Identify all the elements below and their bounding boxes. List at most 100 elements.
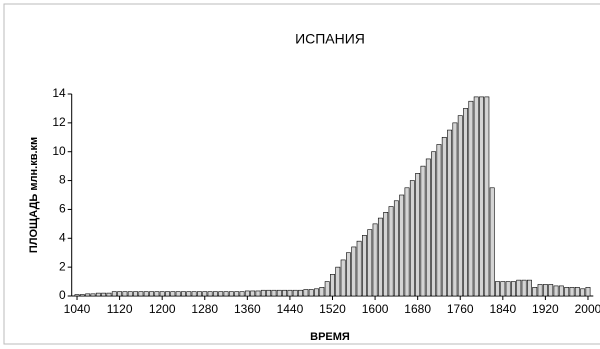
bar <box>138 291 144 297</box>
x-tick-label: 1520 <box>319 302 346 316</box>
x-tick-label: 1920 <box>532 302 559 316</box>
bar <box>117 291 123 297</box>
bar <box>282 289 288 297</box>
bar <box>159 291 165 297</box>
bar <box>393 200 399 297</box>
bar <box>207 291 213 297</box>
bar <box>324 281 330 297</box>
bar <box>511 281 516 297</box>
bar <box>425 158 431 297</box>
bar <box>260 289 266 297</box>
x-tick-label: 1200 <box>149 302 176 316</box>
bar <box>404 187 410 297</box>
bar <box>181 291 186 297</box>
bar <box>266 289 272 297</box>
bar <box>170 291 176 297</box>
y-tick-label: 12 <box>52 115 66 129</box>
bar <box>149 291 154 297</box>
bar <box>532 287 538 297</box>
x-tick-label: 1120 <box>107 302 133 316</box>
y-tick-label: 4 <box>59 230 66 244</box>
bar <box>516 279 522 297</box>
bar <box>548 284 554 297</box>
bar <box>468 100 474 297</box>
bar <box>346 252 351 297</box>
bar <box>500 281 506 297</box>
bar <box>218 291 224 297</box>
bar <box>420 165 426 297</box>
bar <box>388 206 394 297</box>
x-tick-label: 2000 <box>575 302 600 316</box>
x-axis-label: ВРЕМЯ <box>310 331 350 343</box>
bar <box>447 129 453 297</box>
bar <box>521 279 527 297</box>
bar <box>340 259 346 297</box>
y-axis-label: ПЛОЩАДЬ млн.кв.км <box>28 137 40 253</box>
bar <box>101 292 107 297</box>
bar <box>250 290 256 297</box>
bar <box>95 292 101 297</box>
bar <box>287 289 293 297</box>
bar <box>457 115 463 297</box>
bar <box>431 151 437 297</box>
bar <box>473 96 479 297</box>
bar <box>244 290 250 297</box>
x-tick-label: 1680 <box>404 302 431 316</box>
bar <box>292 289 298 297</box>
bar <box>212 291 218 297</box>
bar <box>79 294 85 297</box>
bar <box>197 291 202 297</box>
bar <box>308 289 314 297</box>
bar <box>74 294 80 297</box>
bar <box>186 291 192 297</box>
bar <box>537 284 543 297</box>
bar <box>564 287 570 297</box>
bar <box>356 240 362 297</box>
y-tick-label: 8 <box>59 173 66 187</box>
y-tick-label: 6 <box>59 202 66 216</box>
chart-title: ИСПАНИЯ <box>295 31 365 47</box>
bar <box>585 287 591 297</box>
bar <box>489 187 495 297</box>
bar <box>122 291 128 297</box>
bar <box>484 96 490 297</box>
bar <box>90 293 96 297</box>
y-tick-label: 0 <box>59 288 66 302</box>
bar <box>106 292 112 297</box>
x-tick-label: 1440 <box>277 302 304 316</box>
bar <box>175 291 181 297</box>
bar <box>527 279 532 297</box>
bar <box>452 122 458 297</box>
x-tick-label: 1840 <box>489 302 516 316</box>
bar <box>191 291 197 297</box>
bar <box>351 246 357 297</box>
bar <box>143 291 149 297</box>
bar <box>362 235 367 297</box>
bar <box>569 287 575 297</box>
bar <box>111 291 117 297</box>
bar <box>574 287 580 297</box>
bar <box>133 291 138 297</box>
x-tick-label: 1040 <box>64 302 91 316</box>
bar <box>367 229 373 297</box>
bar <box>436 144 442 297</box>
bar <box>441 136 447 297</box>
bar <box>202 291 208 297</box>
x-tick-label: 1280 <box>191 302 218 316</box>
bar <box>154 291 160 297</box>
bar <box>314 288 319 297</box>
bar <box>271 289 277 297</box>
bar <box>127 291 133 297</box>
bar <box>542 284 548 297</box>
x-tick-label: 1760 <box>447 302 474 316</box>
bar <box>409 180 415 297</box>
bar <box>463 108 468 297</box>
bar <box>558 285 564 297</box>
bar <box>303 289 309 297</box>
bar <box>223 291 229 297</box>
y-tick-label: 2 <box>59 259 66 273</box>
bar <box>372 223 378 297</box>
bar <box>495 281 500 297</box>
bar <box>330 274 335 297</box>
